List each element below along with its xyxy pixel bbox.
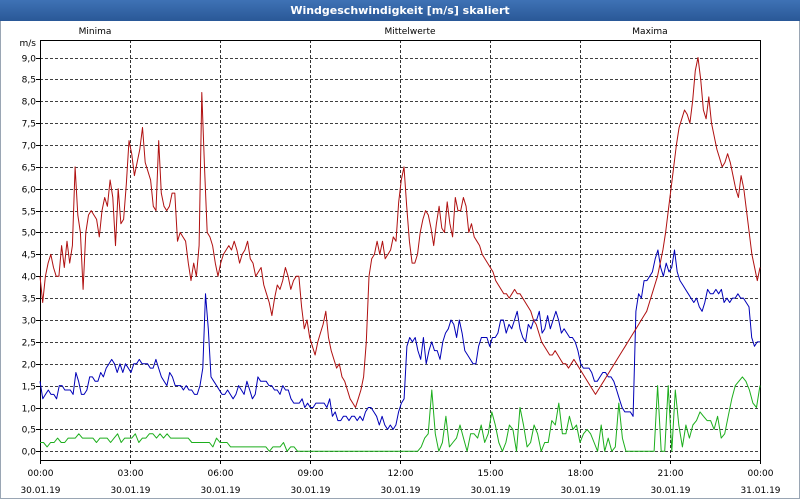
y-tick-label: 6,5 [22,164,36,174]
legend: Minima Mittelwerte Maxima [79,27,668,37]
x-tick-date: 30.01.19 [470,486,510,496]
y-tick-label: 3,5 [22,295,36,305]
y-tick-label: 5,0 [22,229,37,239]
series-line-mittelwerte [39,249,760,430]
y-tick-label: 9,0 [22,55,37,65]
x-tick-time: 03:00 [118,469,144,479]
plot-area-border [40,40,761,461]
y-tick-label: 2,5 [22,339,36,349]
y-tick-label: 3,0 [22,317,37,327]
legend-entry-minima: Minima [79,27,112,37]
y-tick-label: 1,0 [22,405,37,415]
chart-title: Windgeschwindigkeit [m/s] skaliert [0,0,800,21]
y-tick-label: 4,5 [22,251,36,261]
y-tick-label: 0,0 [22,448,37,458]
series-line-minima [40,376,761,452]
axes [36,40,761,464]
x-tick-time: 12:00 [388,469,414,479]
series-lines [39,57,761,452]
y-tick-label: 2,0 [22,361,37,371]
y-tick-label: 7,5 [22,120,36,130]
legend-entry-mittelwerte: Mittelwerte [384,27,435,37]
x-tick-date: 30.01.19 [290,486,330,496]
y-tick-label: 7,0 [22,142,37,152]
x-tick-date: 30.01.19 [200,486,240,496]
y-tick-label: 1,5 [22,383,36,393]
x-tick-time: 21:00 [658,469,684,479]
x-tick-time: 15:00 [478,469,504,479]
series-line-maxima [39,57,761,408]
x-tick-date: 30.01.19 [560,486,600,496]
x-tick-time: 18:00 [568,469,594,479]
y-tick-label: 8,5 [22,76,36,86]
x-tick-date: 30.01.19 [110,486,150,496]
legend-entry-maxima: Maxima [632,27,667,37]
y-tick-label: 8,0 [22,98,37,108]
x-tick-date: 30.01.19 [20,486,60,496]
y-tick-label: 4,0 [22,273,37,283]
y-tick-label: 5,5 [22,208,36,218]
x-tick-time: 09:00 [298,469,324,479]
y-tick-label: 6,0 [22,186,37,196]
y-tick-label: 0,5 [22,426,36,436]
x-tick-time: 00:00 [748,469,774,479]
x-tick-date: 31.01.19 [740,486,780,496]
x-tick-date: 30.01.19 [380,486,420,496]
y-axis-unit: m/s [20,39,37,49]
grid-lines [40,40,760,460]
x-tick-time: 06:00 [208,469,234,479]
x-tick-date: 30.01.19 [650,486,690,496]
axis-labels: 0,0 0,5 1,0 1,5 2,0 2,5 3,0 3,5 4,0 4,5 5,0 5,5 6,0 6… [20,39,781,496]
x-tick-time: 00:00 [28,469,54,479]
